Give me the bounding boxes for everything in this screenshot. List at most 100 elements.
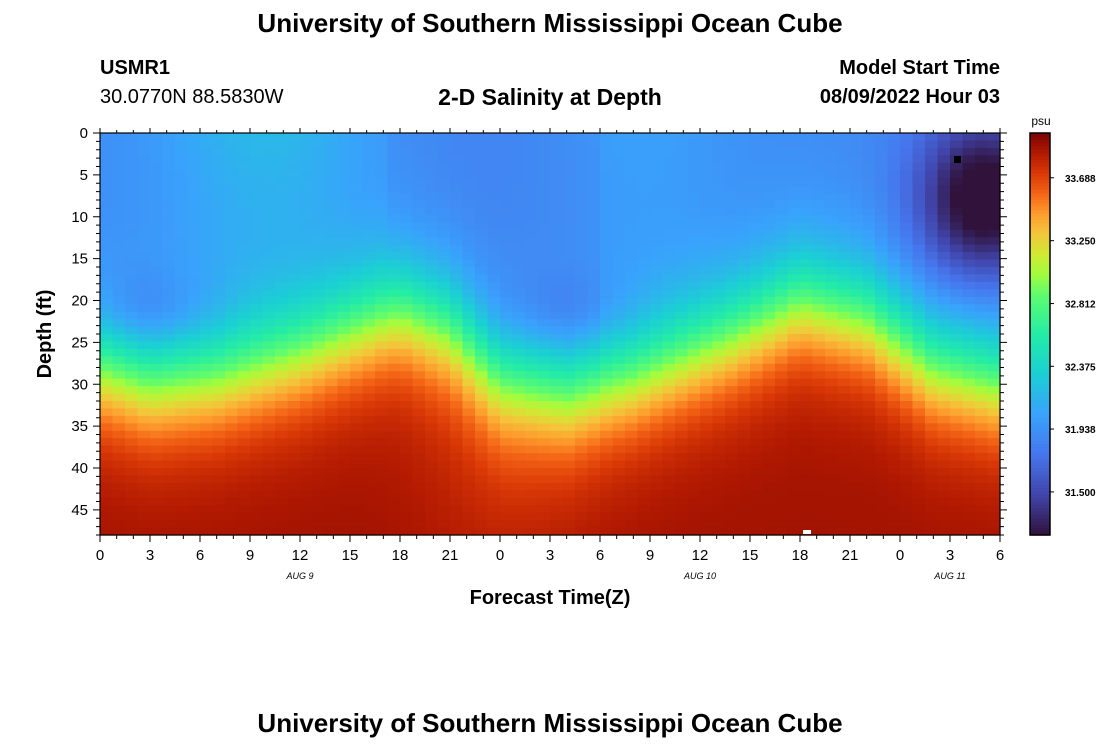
heatmap-cell: [862, 274, 876, 283]
heatmap-cell: [750, 490, 764, 499]
heatmap-cell: [125, 185, 139, 194]
heatmap-cell: [287, 527, 301, 536]
heatmap-cell: [700, 162, 714, 171]
heatmap-cell: [637, 415, 651, 424]
x-tick-label: 6: [996, 547, 1004, 564]
heatmap-cell: [562, 229, 576, 238]
heatmap-cell: [487, 147, 501, 156]
heatmap-cell: [725, 281, 739, 290]
heatmap-cell: [525, 229, 539, 238]
heatmap-cell: [937, 274, 951, 283]
heatmap-cell: [362, 155, 376, 164]
heatmap-cell: [637, 356, 651, 365]
heatmap-cell: [400, 430, 414, 439]
heatmap-cell: [900, 453, 914, 462]
heatmap-cell: [500, 401, 514, 410]
heatmap-cell: [212, 415, 226, 424]
heatmap-cell: [112, 185, 126, 194]
heatmap-cell: [162, 415, 176, 424]
heatmap-cell: [412, 415, 426, 424]
colorbar-segment: [1030, 179, 1050, 184]
heatmap-cell: [775, 415, 789, 424]
heatmap-cell: [575, 133, 589, 142]
heatmap-cell: [275, 490, 289, 499]
heatmap-cell: [262, 430, 276, 439]
heatmap-cell: [512, 460, 526, 469]
heatmap-cell: [137, 401, 151, 410]
heatmap-cell: [712, 252, 726, 261]
heatmap-cell: [700, 386, 714, 395]
heatmap-cell: [775, 475, 789, 484]
heatmap-cell: [387, 200, 401, 209]
heatmap-cell: [700, 259, 714, 268]
heatmap-cell: [312, 289, 326, 298]
heatmap-cell: [275, 341, 289, 350]
heatmap-cell: [600, 244, 614, 253]
heatmap-cell: [250, 170, 264, 179]
heatmap-cell: [387, 490, 401, 499]
heatmap-cell: [512, 430, 526, 439]
heatmap-cell: [775, 185, 789, 194]
heatmap-cell: [525, 490, 539, 499]
heatmap-cell: [775, 296, 789, 305]
heatmap-cell: [675, 133, 689, 142]
heatmap-cell: [687, 244, 701, 253]
heatmap-cell: [637, 252, 651, 261]
heatmap-cell: [762, 438, 776, 447]
heatmap-cell: [900, 348, 914, 357]
heatmap-cell: [737, 237, 751, 246]
heatmap-cell: [437, 214, 451, 223]
heatmap-cell: [862, 155, 876, 164]
heatmap-cell: [212, 512, 226, 521]
heatmap-cell: [300, 453, 314, 462]
heatmap-cell: [800, 430, 814, 439]
heatmap-cell: [200, 423, 214, 432]
heatmap-cell: [162, 356, 176, 365]
heatmap-cell: [350, 267, 364, 276]
heatmap-cell: [962, 482, 976, 491]
heatmap-cell: [875, 192, 889, 201]
heatmap-cell: [737, 423, 751, 432]
heatmap-cell: [737, 341, 751, 350]
heatmap-cell: [975, 185, 989, 194]
heatmap-cell: [675, 505, 689, 514]
heatmap-cell: [937, 304, 951, 313]
heatmap-cell: [975, 512, 989, 521]
heatmap-cell: [825, 229, 839, 238]
heatmap-cell: [375, 185, 389, 194]
heatmap-cell: [312, 252, 326, 261]
heatmap-cell: [812, 207, 826, 216]
heatmap-cell: [237, 140, 251, 149]
colorbar-segment: [1030, 163, 1050, 168]
colorbar-segment: [1030, 447, 1050, 452]
heatmap-cell: [187, 341, 201, 350]
heatmap-cell: [112, 252, 126, 261]
heatmap-cell: [425, 475, 439, 484]
heatmap-cell: [725, 244, 739, 253]
heatmap-cell: [375, 326, 389, 335]
heatmap-cell: [500, 505, 514, 514]
heatmap-cell: [850, 393, 864, 402]
heatmap-cell: [512, 475, 526, 484]
heatmap-cell: [437, 237, 451, 246]
heatmap-cell: [100, 490, 114, 499]
heatmap-cell: [387, 438, 401, 447]
heatmap-cell: [337, 497, 351, 506]
heatmap-cell: [600, 140, 614, 149]
heatmap-cell: [150, 460, 164, 469]
heatmap-cell: [925, 468, 939, 477]
colorbar-segment: [1030, 494, 1050, 499]
heatmap-cell: [762, 162, 776, 171]
heatmap-cell: [987, 371, 1001, 380]
heatmap-cell: [437, 520, 451, 529]
heatmap-cell: [837, 408, 851, 417]
heatmap-cell: [500, 445, 514, 454]
heatmap-cell: [262, 311, 276, 320]
heatmap-cell: [912, 237, 926, 246]
heatmap-cell: [362, 296, 376, 305]
heatmap-cell: [300, 267, 314, 276]
heatmap-cell: [475, 140, 489, 149]
heatmap-cell: [750, 133, 764, 142]
heatmap-cell: [537, 348, 551, 357]
colorbar-segment: [1030, 216, 1050, 221]
